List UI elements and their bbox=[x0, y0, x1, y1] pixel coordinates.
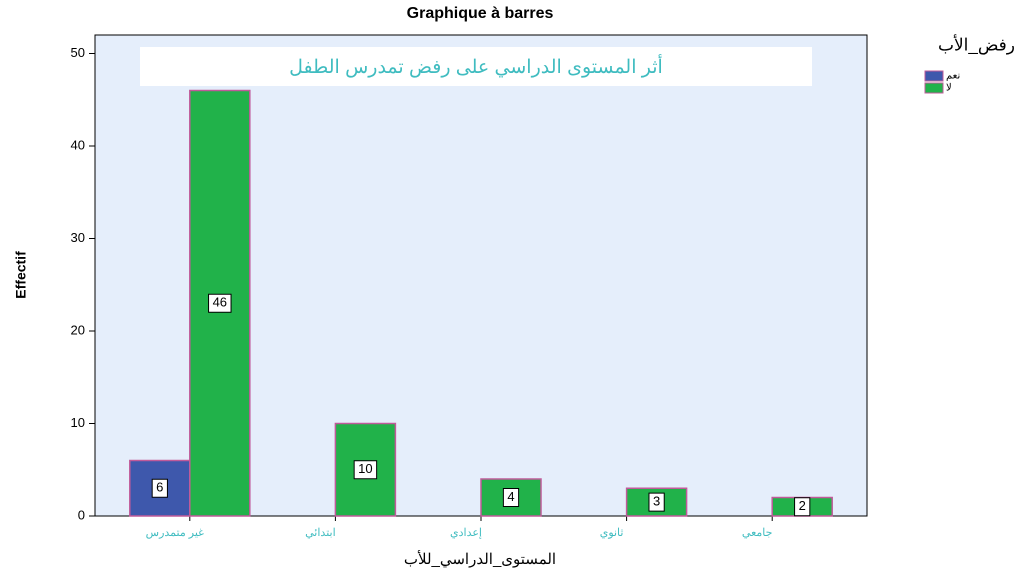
value-label: 4 bbox=[507, 489, 514, 504]
value-label: 2 bbox=[799, 498, 806, 513]
y-tick-label: 0 bbox=[78, 507, 85, 522]
value-label: 46 bbox=[213, 295, 227, 310]
value-label-box bbox=[794, 497, 811, 517]
value-label-box bbox=[151, 478, 168, 498]
y-tick-label: 40 bbox=[71, 137, 85, 152]
x-tick-label: غير متمدرس bbox=[146, 527, 205, 539]
legend-swatch bbox=[924, 82, 944, 94]
value-label: 3 bbox=[653, 494, 660, 509]
annotation: أثر المستوى الدراسي على رفض تمدرس الطفل bbox=[289, 53, 663, 78]
legend-label: لا bbox=[946, 83, 952, 94]
legend-label: نعم bbox=[946, 71, 960, 82]
y-tick-label: 10 bbox=[71, 415, 85, 430]
y-tick-label: 30 bbox=[71, 230, 85, 245]
value-label-box bbox=[208, 293, 232, 313]
value-label-box bbox=[502, 488, 520, 507]
value-label: 6 bbox=[156, 480, 163, 495]
x-tick-label: ابتدائي bbox=[305, 527, 336, 539]
y-tick-label: 50 bbox=[71, 45, 85, 60]
chart-title: Graphique à barres bbox=[407, 5, 554, 22]
legend-title: رفض_الأب bbox=[938, 34, 1015, 55]
value-label-box bbox=[648, 492, 665, 512]
x-axis-label: المستوى_الدراسي_للأب bbox=[404, 550, 556, 568]
y-axis-label: Effectif bbox=[13, 251, 29, 299]
value-label-box bbox=[353, 460, 378, 480]
y-tick-label: 20 bbox=[71, 322, 85, 337]
annotation-box bbox=[140, 47, 812, 86]
x-tick-label: إعدادي bbox=[450, 527, 482, 539]
value-label: 10 bbox=[358, 461, 372, 476]
x-tick-label: ثانوي bbox=[600, 527, 624, 539]
x-tick-label: جامعي bbox=[742, 527, 773, 539]
legend-swatch bbox=[924, 70, 944, 82]
